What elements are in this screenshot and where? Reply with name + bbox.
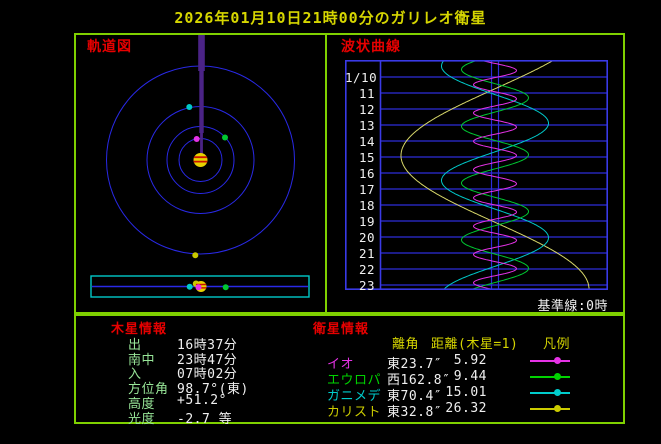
jupiter-shadow-bar xyxy=(200,133,203,159)
jupiter-info-value: -2.7 等 xyxy=(177,411,233,427)
time-label: 17 xyxy=(358,182,375,197)
jupiter-disk xyxy=(193,153,208,167)
time-label: 14 xyxy=(358,134,375,149)
time-label: 20 xyxy=(358,230,375,245)
satellite-distance: 5.92 xyxy=(453,353,487,368)
moon-io-strip-dot xyxy=(195,284,202,291)
wave-panel-heading: 波状曲線 xyxy=(341,39,401,55)
moon-ganymede-strip-dot xyxy=(186,283,193,290)
legend-dot xyxy=(554,405,561,412)
satellite-elongation: 東32.8″ xyxy=(387,405,443,420)
satellite-name: カリスト xyxy=(327,405,382,420)
jupiter-info-label: 光度 xyxy=(128,411,156,427)
time-label: 23 xyxy=(358,278,375,293)
moon-callisto-orbit-dot xyxy=(192,252,199,259)
jupiter-info-label: 高度 xyxy=(128,396,156,412)
jupiter-info-label: 入 xyxy=(128,367,142,383)
bottom-panel-frame xyxy=(74,314,625,424)
wave-curve-カリスト xyxy=(400,61,590,289)
time-label: 11 xyxy=(358,86,375,101)
satellite-distance: 26.32 xyxy=(445,401,487,416)
column-header-elongation: 離角 xyxy=(392,337,420,352)
legend-dot xyxy=(554,389,561,396)
satellite-elongation: 西162.8″ xyxy=(387,373,451,388)
strip-view-frame xyxy=(90,275,310,298)
wave-curve-エウロパ xyxy=(460,61,530,289)
baseline-note: 基準線:0時 xyxy=(537,299,608,314)
jupiter-info-label: 南中 xyxy=(128,352,156,368)
jupiter-info-heading: 木星情報 xyxy=(111,322,168,337)
top-panel-frame xyxy=(74,33,625,314)
moon-ganymede-orbit-dot xyxy=(186,104,193,110)
time-label: 12 xyxy=(358,102,375,117)
time-label: 18 xyxy=(358,198,375,213)
jupiter-info-value: 16時37分 xyxy=(177,338,238,353)
moon-europa-strip-dot xyxy=(222,284,229,291)
time-label: 16 xyxy=(358,166,375,181)
wave-curve-イオ xyxy=(472,61,518,289)
moon-europa-orbit-dot xyxy=(222,134,228,141)
time-label: 15 xyxy=(358,150,375,165)
satellite-name: イオ xyxy=(327,357,355,372)
time-label: 13 xyxy=(358,118,375,133)
satellite-distance: 15.01 xyxy=(445,385,487,400)
panel-divider xyxy=(325,33,327,314)
satellite-info-heading: 衛星情報 xyxy=(313,322,370,337)
jupiter-info-label: 方位角 xyxy=(128,382,169,398)
legend-dot xyxy=(554,373,561,380)
orbit-panel-heading: 軌道図 xyxy=(87,39,132,55)
jupiter-info-value: 23時47分 xyxy=(177,352,238,368)
legend-dot xyxy=(554,357,561,364)
wave-chart xyxy=(345,60,608,290)
jupiter-info-label: 出 xyxy=(128,338,142,353)
legend-line xyxy=(530,408,570,410)
time-label: 19 xyxy=(358,214,375,229)
time-label: 1/10 xyxy=(345,70,378,85)
jupiter-info-value: +51.2° xyxy=(177,392,227,408)
legend-line xyxy=(530,376,570,378)
time-label: 22 xyxy=(358,262,375,277)
jupiter-info-value: 07時02分 xyxy=(177,367,238,383)
time-label: 21 xyxy=(358,246,375,261)
wave-curve-ガニメデ xyxy=(441,61,549,289)
satellite-name: ガニメデ xyxy=(327,389,382,404)
satellite-elongation: 東70.4″ xyxy=(387,389,443,404)
orbit-diagram xyxy=(90,35,310,298)
jupiter-shadow-bar xyxy=(199,71,204,133)
jupiter-shadow-bar xyxy=(198,35,205,71)
jupiter-info-value: 98.7°(東) xyxy=(177,382,249,398)
satellite-name: エウロパ xyxy=(327,373,382,388)
satellite-elongation: 東23.7″ xyxy=(387,357,443,372)
window-title: 2026年01月10日21時00分のガリレオ衛星 xyxy=(174,9,487,27)
column-header-distance: 距離(木星=1) xyxy=(431,337,519,352)
satellite-distance: 9.44 xyxy=(453,369,487,384)
column-header-legend: 凡例 xyxy=(543,337,571,352)
wave-chart-border xyxy=(345,60,608,290)
moon-io-orbit-dot xyxy=(193,136,200,142)
legend-line xyxy=(530,392,570,394)
legend-line xyxy=(530,360,570,362)
